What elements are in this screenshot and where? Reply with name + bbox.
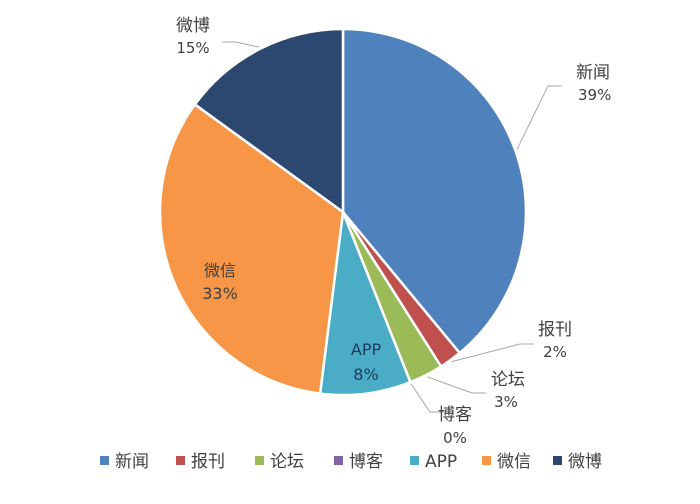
slice-percent-label: 15% [176,39,209,57]
slice-name-label: 微信 [204,261,236,280]
legend-entry: 博客 [349,452,383,472]
slice-name-label: APP [351,340,382,359]
slice-percent-label: 8% [353,365,378,384]
data-labels: 新闻 39% 报刊 2% 论坛 3% 博客 0% APP 8% 微信 33% 微博 15% [176,16,611,447]
leader-line-3 [426,376,486,394]
slice-name-label: 博客 [438,405,472,425]
pie-slice-5 [318,211,412,397]
leader-line-4 [410,383,444,413]
legend-entry: 微信 [497,452,531,472]
leader-lines [222,41,562,413]
pie-slice-7 [193,27,345,215]
pie-slice-6 [158,102,345,395]
pie-slice-1 [341,27,528,355]
slice-percent-label: 3% [494,393,518,411]
legend-swatch [176,456,185,465]
leader-line-2 [451,343,534,363]
slice-percent-label: 39% [578,86,611,104]
slice-name-label: 论坛 [491,370,525,390]
slice-percent-label: 33% [202,284,238,303]
legend-swatch [482,456,491,465]
slice-percent-label: 0% [443,429,467,447]
legend-swatch [334,456,343,465]
slice-name-label: 报刊 [538,320,572,340]
leader-line-7 [222,41,260,48]
slice-percent-label: 2% [543,343,567,361]
legend-entry: 论坛 [270,452,304,472]
legend-entry: 新闻 [115,452,149,472]
slice-name-label: 新闻 [576,63,610,83]
legend: 新闻 报刊 论坛 博客 APP 微信 微博 [100,452,602,472]
leader-line-1 [516,85,562,150]
legend-entry: 微博 [568,452,602,472]
legend-entry: APP [425,452,457,472]
slice-name-label: 微博 [176,16,210,36]
legend-swatch [410,456,419,465]
legend-entry: 报刊 [191,452,225,472]
pie-slices [158,27,528,397]
legend-swatch [255,456,264,465]
legend-swatch [553,456,562,465]
legend-swatch [100,456,109,465]
